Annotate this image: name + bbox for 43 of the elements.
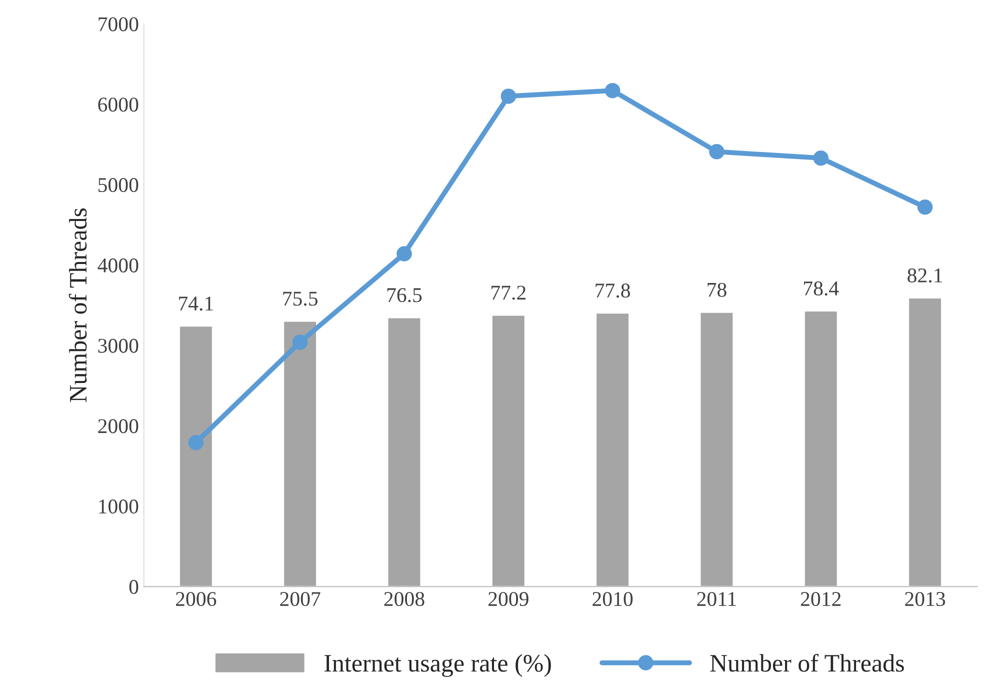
x-tick-label: 2011: [697, 592, 736, 606]
point: [292, 334, 308, 350]
legend-label: Internet usage rate (%): [324, 654, 551, 677]
data-label: 75.5: [283, 292, 318, 306]
y-tick-label: 1000: [99, 500, 138, 514]
data-label: 77.2: [492, 286, 526, 300]
bar: [804, 310, 838, 587]
bar: [386, 316, 422, 587]
point: [709, 144, 724, 160]
bar: [699, 312, 734, 587]
data-label: 78: [708, 282, 726, 297]
y-tick-label: 5000: [98, 178, 138, 192]
point: [917, 199, 933, 215]
data-label: 78.4: [804, 281, 839, 296]
bar: [282, 320, 318, 587]
bar: [595, 312, 630, 587]
x-tick-label: 2013: [905, 592, 946, 606]
point: [813, 150, 829, 166]
point: [188, 435, 204, 450]
bar: [491, 314, 526, 587]
y-tick-label: 2000: [98, 419, 138, 434]
y-axis-title: Number of Threads: [68, 208, 87, 402]
bar: [178, 325, 214, 587]
x-tick-label: 2008: [384, 592, 424, 606]
y-tick-label: 6000: [98, 98, 138, 112]
x-tick-label: 2009: [488, 592, 528, 606]
x-tick-label: 2007: [280, 592, 320, 606]
x-tick-label: 2010: [592, 592, 633, 606]
legend-label: Number of Threads: [710, 654, 904, 672]
x-tick-label: 2012: [800, 592, 841, 606]
data-label: 74.1: [179, 296, 213, 311]
y-tick-label: 4000: [98, 258, 138, 272]
data-label: 76.5: [387, 288, 422, 302]
data-label: 77.8: [596, 284, 630, 298]
point: [396, 246, 412, 262]
point: [604, 82, 620, 98]
point: [500, 88, 516, 104]
bar: [908, 297, 942, 587]
x-tick-label: 2006: [176, 592, 216, 606]
y-tick-label: 0: [129, 580, 138, 594]
y-tick-label: 3000: [98, 338, 138, 353]
data-label: 82.1: [908, 268, 942, 283]
y-tick-label: 7000: [98, 17, 138, 32]
